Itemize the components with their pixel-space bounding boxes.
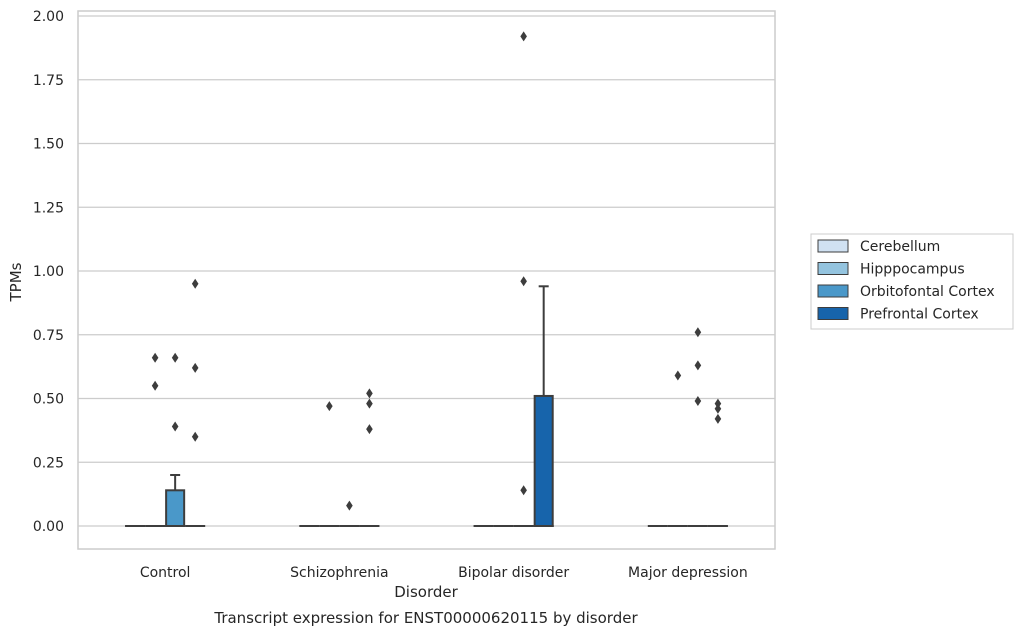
box-body [165, 489, 186, 527]
outlier-point [346, 500, 353, 511]
outlier-point [714, 398, 722, 409]
outlier-point [151, 352, 159, 363]
outlier-point [191, 362, 199, 373]
box-3-2 [533, 285, 554, 528]
gridlines [78, 15, 775, 527]
boxes [125, 285, 728, 528]
y-tick-label: 0.50 [33, 392, 64, 408]
x-tick-label: Major depression [628, 565, 748, 581]
legend-item[interactable]: Prefrontal Cortex [817, 307, 979, 323]
y-tick-label: 1.25 [33, 200, 64, 216]
legend-swatch [817, 307, 849, 320]
x-tick-label: Bipolar disorder [458, 565, 569, 581]
y-axis-label: TPMs [7, 262, 25, 302]
box-body [533, 394, 554, 528]
outlier-point [366, 398, 373, 409]
outlier-point [694, 327, 702, 338]
plot-area-frame [77, 10, 776, 550]
x-axis-ticks: Control Schizophrenia Bipolar disorder Majo… [140, 565, 748, 581]
chart-title: Transcript expression for ENST0000062011… [213, 609, 638, 627]
outlier-point [171, 352, 179, 363]
y-tick-label: 2.00 [33, 9, 64, 25]
x-axis-label: Disorder [394, 583, 458, 601]
x-tick-label: Control [140, 565, 191, 581]
outlier-point [714, 403, 722, 414]
outliers [151, 31, 722, 511]
legend-item[interactable]: Cerebellum [817, 239, 940, 255]
y-tick-label: 0.00 [33, 519, 64, 535]
box-2-0 [165, 474, 186, 527]
y-axis-ticks: 0.00 0.25 0.50 0.75 1.00 1.25 1.50 1.75 2.00 [33, 9, 64, 535]
outlier-point [366, 388, 373, 399]
legend-label: Cerebellum [860, 239, 940, 255]
outlier-point [714, 413, 722, 424]
legend-swatch [817, 284, 849, 298]
legend-label: Hipppocampus [860, 262, 965, 278]
outlier-point [191, 431, 199, 442]
outlier-point [520, 485, 527, 496]
legend-label: Prefrontal Cortex [860, 307, 979, 323]
outlier-point [151, 380, 159, 391]
outlier-point [520, 31, 527, 42]
y-tick-label: 0.75 [33, 328, 64, 344]
outlier-point [674, 370, 682, 381]
y-tick-label: 0.25 [33, 455, 64, 471]
outlier-point [520, 276, 527, 287]
outlier-point [171, 421, 179, 432]
legend-swatch [817, 262, 849, 275]
legend-item[interactable]: Orbitofontal Cortex [817, 284, 995, 300]
y-tick-label: 1.75 [33, 73, 64, 89]
legend[interactable]: Cerebellum Hipppocampus Orbitofontal Corte… [810, 233, 1014, 330]
outlier-point [326, 401, 333, 412]
legend-item[interactable]: Hipppocampus [817, 262, 965, 278]
y-tick-label: 1.50 [33, 137, 64, 153]
x-tick-label: Schizophrenia [290, 565, 388, 581]
outlier-point [191, 278, 199, 289]
legend-swatch [817, 239, 849, 253]
outlier-point [694, 360, 702, 371]
legend-label: Orbitofontal Cortex [860, 284, 995, 300]
outlier-point [694, 396, 702, 407]
outlier-point [366, 424, 373, 435]
y-tick-label: 1.00 [33, 264, 64, 280]
